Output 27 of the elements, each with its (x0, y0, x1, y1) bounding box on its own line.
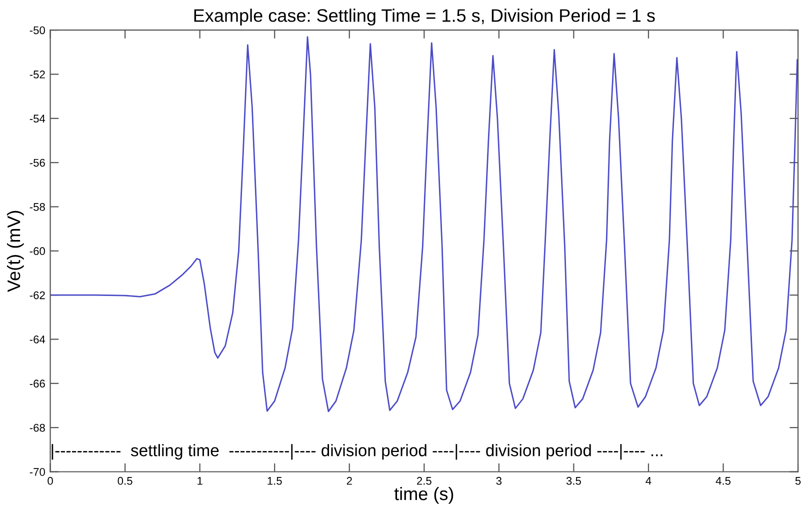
x-tick-label: 2.5 (416, 476, 432, 485)
x-tick-label: 1 (198, 477, 202, 485)
line-series (50, 36, 798, 412)
x-tick-label: 2 (346, 476, 352, 485)
x-tick-label: 5 (795, 477, 801, 485)
annotation: |------------ settling time -----------|---- division period ----|---- division period ----|---- ... (52, 444, 662, 460)
y-tick-label: -54 (30, 114, 46, 123)
y-tick-label: -50 (30, 26, 45, 34)
y-tick-label: -70 (30, 468, 45, 476)
y-tick-label: -64 (30, 336, 46, 344)
y-tick-label: -68 (30, 424, 45, 432)
x-tick-label: 4.5 (716, 477, 731, 485)
y-tick-label: -58 (30, 203, 45, 211)
y-tick-label: -62 (30, 291, 45, 300)
x-axis-title: time (s) (394, 486, 454, 504)
x-tick-label: 0.5 (118, 476, 132, 485)
x-tick-label: 1.5 (268, 477, 282, 485)
x-tick-label: 4 (646, 477, 652, 485)
y-tick-label: -66 (30, 380, 45, 388)
x-tick-label: 3 (496, 476, 502, 485)
y-tick-label: -52 (30, 70, 45, 78)
y-tick-label: -56 (30, 158, 45, 167)
y-axis-title: Ve(t) (mV) (6, 210, 24, 292)
chart-title: Example case: Settling Time = 1.5 s, Division Period = 1 s (194, 8, 655, 26)
y-tick-label: -60 (30, 247, 45, 256)
x-tick-label: 3.5 (566, 476, 581, 485)
x-tick-label: 0 (48, 476, 53, 485)
